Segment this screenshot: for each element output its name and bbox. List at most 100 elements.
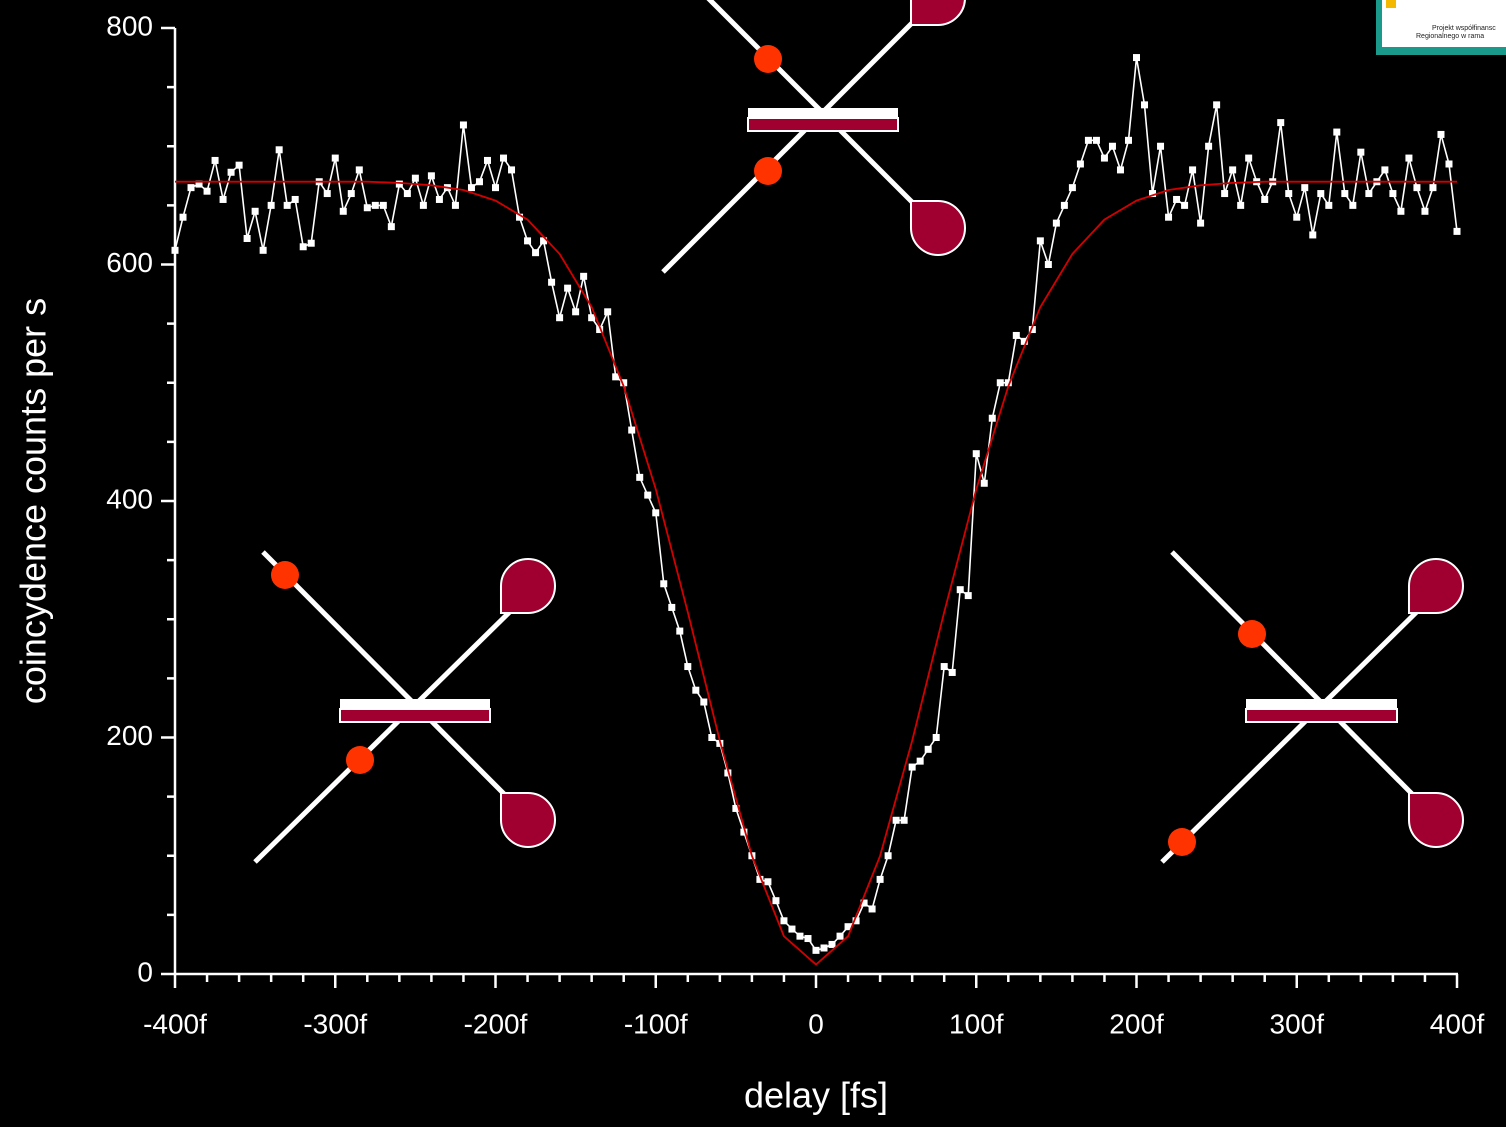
data-point bbox=[972, 450, 980, 458]
data-point bbox=[868, 905, 876, 913]
data-point bbox=[403, 190, 411, 198]
data-point bbox=[1285, 190, 1293, 198]
data-point bbox=[387, 223, 395, 231]
data-point bbox=[1453, 227, 1461, 235]
data-point bbox=[1405, 154, 1413, 162]
y-tick-label: 800 bbox=[106, 10, 153, 41]
diagram-right bbox=[1160, 550, 1465, 864]
data-point bbox=[692, 686, 700, 694]
data-point bbox=[363, 204, 371, 212]
data-point bbox=[876, 875, 884, 883]
data-point bbox=[788, 925, 796, 933]
data-point bbox=[1357, 148, 1365, 156]
data-point bbox=[1221, 190, 1229, 198]
data-point bbox=[1429, 184, 1437, 192]
data-point bbox=[796, 932, 804, 940]
y-tick-label: 200 bbox=[106, 720, 153, 751]
data-point bbox=[275, 146, 283, 154]
data-point bbox=[860, 899, 868, 907]
data-point bbox=[1309, 231, 1317, 239]
data-point bbox=[227, 168, 235, 176]
data-line bbox=[175, 180, 1457, 966]
data-point bbox=[780, 917, 788, 925]
data-point bbox=[564, 284, 572, 292]
data-point bbox=[1237, 201, 1245, 209]
data-point bbox=[355, 166, 363, 174]
data-point bbox=[251, 207, 259, 215]
x-tick-label: -100f bbox=[624, 1008, 688, 1039]
logo-mark bbox=[1386, 0, 1396, 8]
data-point bbox=[892, 816, 900, 824]
data-point bbox=[1052, 219, 1060, 227]
data-point bbox=[620, 379, 628, 387]
data-point bbox=[475, 178, 483, 186]
data-point bbox=[1317, 190, 1325, 198]
logo-text: Regionalnego w rama bbox=[1416, 33, 1484, 40]
data-point bbox=[1012, 331, 1020, 339]
data-point bbox=[1100, 154, 1108, 162]
data-point bbox=[964, 592, 972, 600]
data-point bbox=[283, 201, 291, 209]
x-tick-label: -400f bbox=[143, 1008, 207, 1039]
data-point bbox=[644, 491, 652, 499]
data-point bbox=[1044, 261, 1052, 268]
data-point bbox=[339, 207, 347, 215]
data-point bbox=[1365, 190, 1373, 198]
data-point bbox=[556, 314, 564, 322]
data-point bbox=[1301, 184, 1309, 192]
data-point bbox=[1141, 101, 1149, 109]
data-point bbox=[500, 154, 508, 162]
data-point bbox=[1020, 337, 1028, 345]
data-point bbox=[1189, 166, 1197, 174]
data-point bbox=[347, 190, 355, 198]
data-point bbox=[395, 180, 403, 188]
data-point bbox=[996, 379, 1004, 387]
data-point bbox=[1341, 190, 1349, 198]
data-point bbox=[732, 804, 740, 812]
data-point bbox=[660, 580, 668, 588]
data-point bbox=[828, 940, 836, 948]
data-point bbox=[1092, 136, 1100, 144]
x-tick-label: 0 bbox=[808, 1008, 824, 1039]
data-point bbox=[588, 314, 596, 322]
data-point bbox=[604, 308, 612, 316]
diagram-left bbox=[253, 550, 557, 864]
data-point bbox=[1165, 213, 1173, 221]
data-point bbox=[612, 373, 620, 381]
data-point bbox=[1068, 184, 1076, 192]
data-point bbox=[483, 156, 491, 164]
data-point bbox=[924, 745, 932, 753]
x-tick-label: 100f bbox=[949, 1008, 1004, 1039]
data-point bbox=[708, 734, 716, 741]
data-point bbox=[676, 627, 684, 635]
data-point bbox=[1349, 201, 1357, 209]
x-tick-label: 300f bbox=[1270, 1008, 1325, 1039]
data-point bbox=[1229, 166, 1237, 174]
data-point bbox=[1245, 154, 1253, 162]
data-point bbox=[1205, 142, 1213, 150]
data-point bbox=[956, 586, 964, 594]
data-point bbox=[540, 237, 548, 245]
data-point bbox=[1437, 130, 1445, 138]
logo-panel bbox=[1382, 0, 1506, 47]
x-tick-label: -300f bbox=[303, 1008, 367, 1039]
data-point bbox=[1413, 184, 1421, 192]
data-point bbox=[459, 121, 467, 129]
data-point bbox=[908, 763, 916, 771]
data-point bbox=[652, 509, 660, 517]
data-point bbox=[467, 184, 475, 192]
data-point bbox=[812, 946, 820, 954]
x-tick-label: -200f bbox=[464, 1008, 528, 1039]
data-point bbox=[1149, 190, 1157, 198]
data-point bbox=[1004, 379, 1012, 387]
data-point bbox=[1197, 219, 1205, 227]
data-point bbox=[195, 180, 203, 188]
data-point bbox=[323, 190, 331, 198]
data-point bbox=[299, 243, 307, 251]
logo: Projekt współfinansc Regionalnego w rama bbox=[1376, 0, 1506, 55]
data-point bbox=[932, 734, 940, 741]
data-point bbox=[219, 195, 227, 203]
data-point bbox=[636, 473, 644, 481]
data-point bbox=[267, 201, 275, 209]
